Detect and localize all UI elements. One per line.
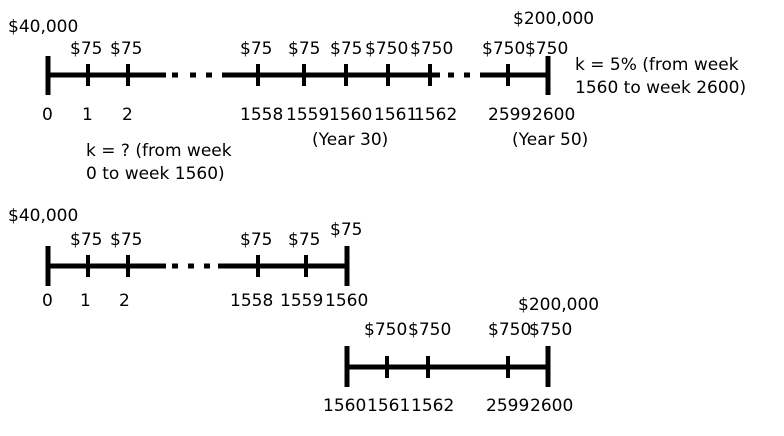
tick-label: 2600 [532, 105, 575, 125]
tick-label: 1559 [280, 291, 323, 311]
tick-label: 1560 [323, 396, 366, 416]
tick-label: 2600 [530, 396, 573, 416]
tick-label: 1560 [329, 105, 372, 125]
tick-label: 1560 [325, 291, 368, 311]
rate-note-known-line2: 1560 to week 2600) [575, 78, 746, 98]
rate-note-unknown-line1: k = ? (from week [86, 141, 232, 161]
payment-label: $75 [288, 230, 320, 250]
tick-label: 2 [119, 291, 130, 311]
payment-label: $750 [529, 320, 572, 340]
timeline-1: $40,000 $200,000 $75 $75 $75 $75 $75 $75… [8, 9, 746, 184]
future-value-label: $200,000 [518, 295, 599, 315]
payment-label: $750 [364, 320, 407, 340]
timeline-3: $200,000 $750 $750 $750 $750 1560 1561 1… [323, 295, 599, 416]
rate-note-unknown-line2: 0 to week 1560) [86, 164, 225, 184]
payment-label: $75 [110, 39, 142, 59]
payment-label: $750 [488, 320, 531, 340]
payment-label: $75 [330, 39, 362, 59]
tick-label: 1558 [240, 105, 283, 125]
payment-label: $75 [110, 230, 142, 250]
tick-label: 0 [42, 105, 53, 125]
payment-label: $75 [288, 39, 320, 59]
tick-label: 1559 [286, 105, 329, 125]
payment-label: $75 [70, 39, 102, 59]
tick-label: 1561 [374, 105, 417, 125]
tick-label: 2 [122, 105, 133, 125]
payment-label: $750 [408, 320, 451, 340]
tick-label: 1 [80, 291, 91, 311]
tick-label: 2599 [488, 105, 531, 125]
year-50-label: (Year 50) [512, 130, 588, 150]
payment-label: $75 [330, 220, 362, 240]
tick-label: 1562 [411, 396, 454, 416]
tick-label: 2599 [486, 396, 529, 416]
payment-label: $750 [482, 39, 525, 59]
present-value-label: $40,000 [8, 17, 78, 37]
payment-label: $75 [70, 230, 102, 250]
present-value-label: $40,000 [8, 206, 78, 226]
payment-label: $75 [240, 230, 272, 250]
timeline-2: $40,000 $75 $75 $75 $75 $75 0 1 2 1558 1… [8, 206, 368, 311]
tick-label: 1561 [367, 396, 410, 416]
tick-label: 1 [82, 105, 93, 125]
tick-label: 1558 [230, 291, 273, 311]
tick-label: 1562 [414, 105, 457, 125]
payment-label: $75 [240, 39, 272, 59]
payment-label: $750 [410, 39, 453, 59]
rate-note-known-line1: k = 5% (from week [575, 55, 739, 75]
payment-label: $750 [365, 39, 408, 59]
year-30-label: (Year 30) [312, 130, 388, 150]
tick-label: 0 [42, 291, 53, 311]
future-value-label: $200,000 [513, 9, 594, 29]
payment-label: $750 [525, 39, 568, 59]
